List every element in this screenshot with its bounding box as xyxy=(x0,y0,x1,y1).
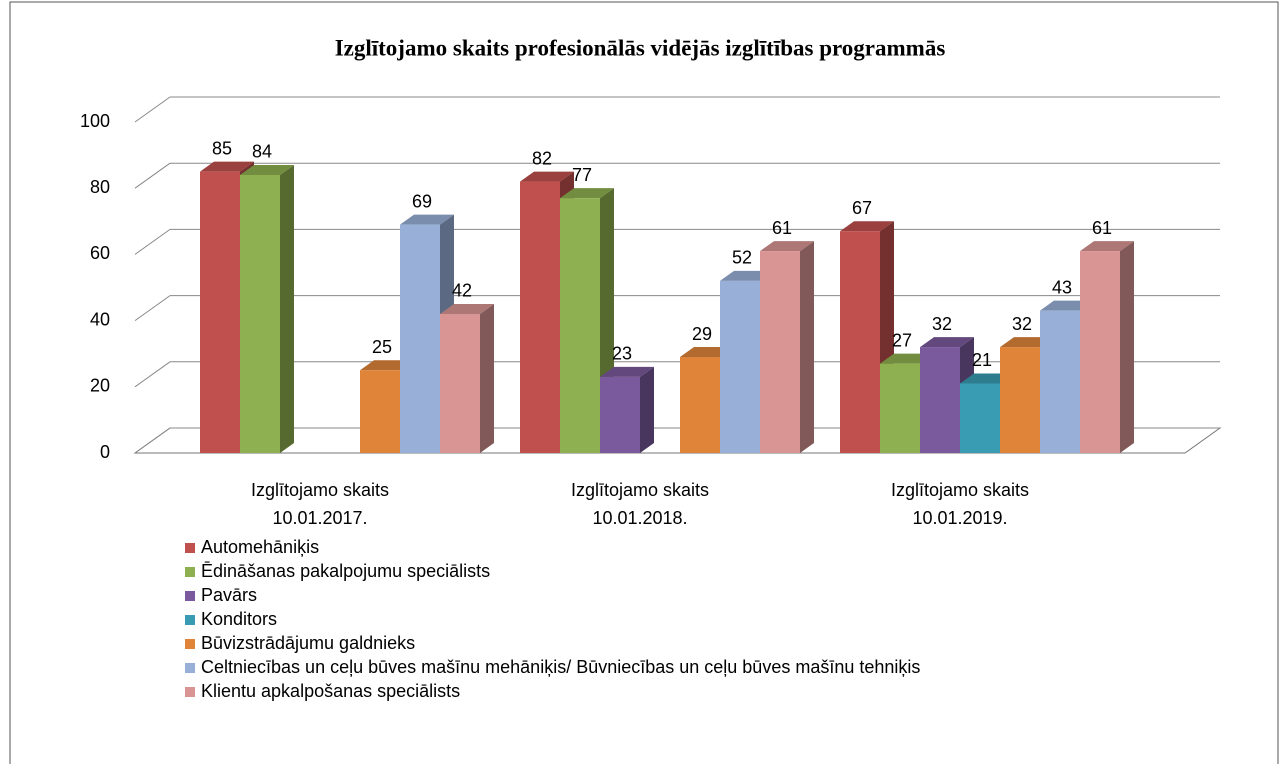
grid-line-side xyxy=(134,228,171,255)
bar xyxy=(1000,347,1040,453)
bar xyxy=(720,280,760,453)
bar-side xyxy=(1120,241,1134,453)
data-label: 29 xyxy=(692,324,712,344)
bar xyxy=(400,224,440,453)
grid-line-side xyxy=(134,361,171,388)
data-label: 32 xyxy=(1012,314,1032,334)
bar xyxy=(200,171,240,453)
bar xyxy=(840,231,880,453)
legend-swatch xyxy=(185,615,195,625)
data-label: 84 xyxy=(252,142,272,162)
legend-label: Ēdināšanas pakalpojumu speciālists xyxy=(201,561,490,581)
data-label: 82 xyxy=(532,148,552,168)
y-tick-label: 0 xyxy=(100,442,110,462)
grid-line-side xyxy=(134,162,171,189)
legend-swatch xyxy=(185,543,195,553)
chart-title: Izglītojamo skaits profesionālās vidējās… xyxy=(335,35,946,60)
data-label: 67 xyxy=(852,198,872,218)
bar-group xyxy=(760,241,814,453)
bar-top xyxy=(240,164,294,175)
y-tick-label: 60 xyxy=(90,243,110,263)
y-tick-label: 80 xyxy=(90,177,110,197)
y-tick-label: 100 xyxy=(80,111,110,131)
data-label: 32 xyxy=(932,314,952,334)
bar-group xyxy=(600,366,654,453)
bar-group xyxy=(440,303,494,453)
bar-group xyxy=(400,214,454,453)
bar xyxy=(560,198,600,453)
data-label: 69 xyxy=(412,191,432,211)
grid-line-side xyxy=(134,96,171,123)
bar xyxy=(440,313,480,453)
bar xyxy=(760,251,800,453)
data-label: 27 xyxy=(892,330,912,350)
bar xyxy=(1040,310,1080,453)
bar-top xyxy=(560,188,614,199)
y-tick-label: 40 xyxy=(90,309,110,329)
grid-line-side xyxy=(134,295,171,322)
bar xyxy=(520,181,560,453)
bar xyxy=(680,357,720,453)
bar xyxy=(960,383,1000,453)
legend-label: Celtniecības un ceļu būves mašīnu mehāni… xyxy=(201,657,920,677)
bar xyxy=(1080,251,1120,453)
bar xyxy=(920,347,960,453)
bar-side xyxy=(480,303,494,453)
bar xyxy=(240,174,280,453)
bar-top xyxy=(840,221,894,232)
bar-side xyxy=(280,164,294,453)
grid-line-side xyxy=(134,427,171,454)
legend-swatch xyxy=(185,567,195,577)
bar-top xyxy=(920,337,974,348)
bar xyxy=(880,363,920,453)
bar-top xyxy=(760,241,814,252)
legend-label: Pavārs xyxy=(201,585,257,605)
data-label: 23 xyxy=(612,344,632,364)
bar-side xyxy=(640,366,654,453)
x-tick-label: Izglītojamo skaits 10.01.2018. xyxy=(570,480,710,528)
data-label: 61 xyxy=(1092,218,1112,238)
data-label: 25 xyxy=(372,337,392,357)
data-label: 52 xyxy=(732,248,752,268)
data-label: 61 xyxy=(772,218,792,238)
legend-swatch xyxy=(185,591,195,601)
data-label: 21 xyxy=(972,350,992,370)
bar-top xyxy=(600,366,654,377)
x-tick-label: Izglītojamo skaits 10.01.2017. xyxy=(250,480,390,528)
data-label: 43 xyxy=(1052,277,1072,297)
legend-swatch xyxy=(185,663,195,673)
legend-swatch xyxy=(185,687,195,697)
bar-top xyxy=(400,214,454,225)
legend-label: Konditors xyxy=(201,609,277,629)
legend-label: Automehāniķis xyxy=(201,537,319,557)
bar-side xyxy=(800,241,814,453)
data-label: 85 xyxy=(212,138,232,158)
bar-top xyxy=(1080,241,1134,252)
bar-group xyxy=(240,164,294,453)
legend-swatch xyxy=(185,639,195,649)
bar xyxy=(600,376,640,453)
bar-top xyxy=(520,171,574,182)
chart-frame xyxy=(9,1,1279,764)
x-tick-label: Izglītojamo skaits 10.01.2019. xyxy=(890,480,1030,528)
bar-group xyxy=(1080,241,1134,453)
y-tick-label: 20 xyxy=(90,376,110,396)
data-label: 42 xyxy=(452,281,472,301)
bar-top xyxy=(440,303,494,314)
bar-top xyxy=(200,161,254,172)
bar xyxy=(360,370,400,453)
legend-label: Būvizstrādājumu galdnieks xyxy=(201,633,415,653)
data-label: 77 xyxy=(572,165,592,185)
legend-label: Klientu apkalpošanas speciālists xyxy=(201,681,460,701)
